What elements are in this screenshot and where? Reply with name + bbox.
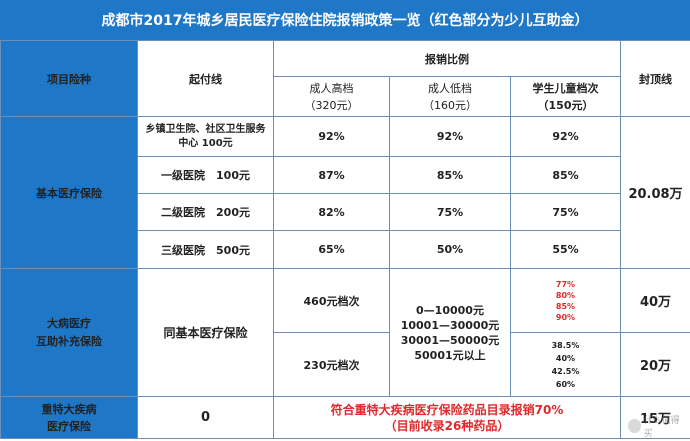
tier-student-name: 学生儿童档次 — [532, 81, 599, 95]
watermark-text: 什么值得买 — [643, 416, 680, 439]
special-deductible: 0 — [137, 396, 274, 439]
table-row: 一级医院 100元 87% 85% 85% — [1, 156, 690, 194]
basic-label: 基本医疗保险 — [0, 116, 138, 269]
major-rate-a-2: 85% — [555, 301, 576, 311]
watermark-logo-icon — [628, 419, 641, 433]
basic-low-3: 50% — [389, 230, 511, 269]
basic-high-1: 87% — [273, 156, 390, 194]
major-rate-b-3: 60% — [555, 379, 576, 389]
major-label-line1: 大病医疗 — [47, 316, 91, 330]
tier-adult-low: 成人低档 （160元） — [389, 76, 511, 117]
tier-adult-low-name: 成人低档 — [428, 81, 472, 95]
major-rate-b-2: 42.5% — [551, 366, 580, 376]
basic-student-2: 75% — [510, 193, 621, 231]
table-row: 基本医疗保险 乡镇卫生院、社区卫生服务中心 100元 92% 92% 92% 2… — [0, 116, 690, 269]
major-rate-b-1: 40% — [555, 353, 576, 363]
header-cap: 封顶线 — [620, 40, 690, 117]
major-deductible: 同基本医疗保险 — [137, 268, 274, 397]
major-band-2: 30001—50000元 — [400, 333, 500, 347]
basic-level-2: 二级医院 200元 — [137, 193, 274, 231]
tier-adult-high: 成人高档 （320元） — [273, 76, 390, 117]
watermark: 什么值得买 — [628, 416, 684, 439]
basic-high-0: 92% — [273, 116, 390, 157]
major-tier-a: 460元档次 — [273, 268, 390, 333]
special-note: 符合重特大疾病医疗保险药品目录报销70% （目前收录26种药品） — [273, 396, 621, 439]
major-rate-a-3: 90% — [555, 312, 576, 322]
tier-student-amount: （150元） — [537, 98, 594, 112]
major-cap-b: 20万 — [620, 332, 690, 397]
major-rate-b-0: 38.5% — [551, 340, 580, 350]
header-row-2: 成人高档 （320元） 成人低档 （160元） 学生儿童档次 （150元） — [1, 76, 690, 117]
major-cap-a: 40万 — [620, 268, 690, 333]
major-rates-b: 38.5% 40% 42.5% 60% — [510, 332, 621, 397]
special-label-line2: 医疗保险 — [47, 419, 91, 433]
basic-student-0: 92% — [510, 116, 621, 157]
basic-low-2: 75% — [389, 193, 511, 231]
major-label-line2: 互助补充保险 — [36, 334, 102, 348]
special-note-line2: （目前收录26种药品） — [384, 418, 510, 433]
basic-level-3: 三级医院 500元 — [137, 230, 274, 269]
major-label: 大病医疗 互助补充保险 — [0, 268, 138, 397]
basic-cap: 20.08万 — [620, 116, 690, 269]
basic-student-3: 55% — [510, 230, 621, 269]
basic-student-1: 85% — [510, 156, 621, 194]
tier-adult-high-name: 成人高档 — [309, 81, 354, 95]
major-rate-a-0: 77% — [555, 279, 576, 289]
table-row: 二级医院 200元 82% 75% 75% — [1, 193, 690, 231]
major-rates-a: 77% 80% 85% 90% — [510, 268, 621, 333]
table-row: 大病医疗 互助补充保险 同基本医疗保险 460元档次 0—10000元 1000… — [0, 268, 690, 397]
major-rate-a-1: 80% — [555, 290, 576, 300]
special-note-line1: 符合重特大疾病医疗保险药品目录报销70% — [330, 402, 564, 417]
major-bands: 0—10000元 10001—30000元 30001—50000元 50001… — [389, 268, 511, 397]
basic-high-3: 65% — [273, 230, 390, 269]
basic-low-0: 92% — [389, 116, 511, 157]
special-label-line1: 重特大疾病 — [41, 402, 97, 416]
header-category: 项目险种 — [0, 40, 138, 117]
major-band-0: 0—10000元 — [416, 303, 484, 317]
page-title: 成都市2017年城乡居民医疗保险住院报销政策一览（红色部分为少儿互助金） — [0, 0, 690, 40]
header-deductible: 起付线 — [137, 40, 274, 117]
basic-low-1: 85% — [389, 156, 511, 194]
basic-level-1: 一级医院 100元 — [137, 156, 274, 194]
major-band-3: 50001元以上 — [414, 348, 486, 362]
header-ratio: 报销比例 — [273, 40, 621, 77]
table-row: 重特大疾病 医疗保险 0 符合重特大疾病医疗保险药品目录报销70% （目前收录2… — [0, 396, 690, 439]
tier-adult-low-amount: （160元） — [423, 98, 477, 112]
policy-table: 项目险种 起付线 报销比例 封顶线 成人高档 （320元） 成人低档 （160元… — [0, 40, 690, 439]
tier-adult-high-amount: （320元） — [304, 98, 359, 112]
basic-level-0: 乡镇卫生院、社区卫生服务中心 100元 — [137, 116, 274, 157]
special-label: 重特大疾病 医疗保险 — [0, 396, 138, 439]
major-band-1: 10001—30000元 — [400, 318, 500, 332]
tier-student: 学生儿童档次 （150元） — [510, 76, 621, 117]
table-row: 三级医院 500元 65% 50% 55% — [1, 230, 690, 269]
basic-high-2: 82% — [273, 193, 390, 231]
table-row: 230元档次 38.5% 40% 42.5% 60% 20万 — [1, 332, 690, 397]
major-tier-b: 230元档次 — [273, 332, 390, 397]
header-row-1: 项目险种 起付线 报销比例 封顶线 — [0, 40, 690, 117]
